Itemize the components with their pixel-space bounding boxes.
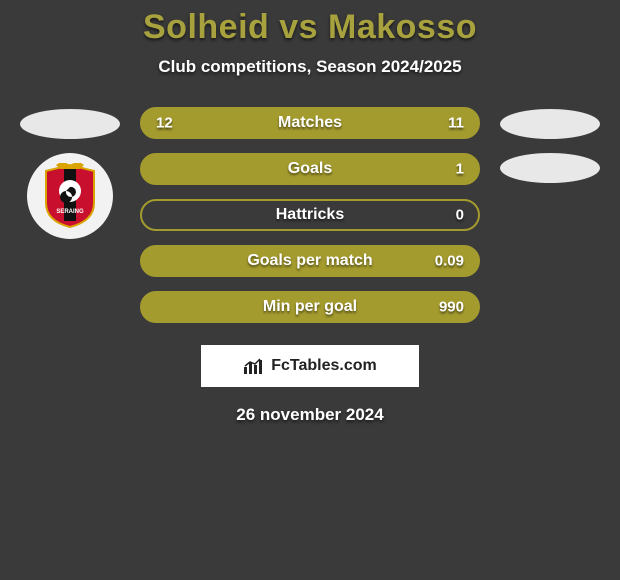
stat-value-right: 1: [456, 161, 464, 178]
stat-label: Min per goal: [263, 298, 357, 316]
page-title: Solheid vs Makosso: [143, 8, 477, 47]
stat-label: Matches: [278, 114, 342, 132]
left-player-col: SERAING: [20, 107, 120, 239]
brand-text: FcTables.com: [271, 357, 377, 375]
subtitle: Club competitions, Season 2024/2025: [158, 57, 461, 77]
svg-text:SERAING: SERAING: [56, 209, 84, 215]
shield-icon: SERAING: [42, 163, 98, 229]
player-oval-left: [20, 109, 120, 139]
stat-value-right: 0.09: [435, 253, 464, 270]
stat-label: Goals per match: [247, 252, 372, 270]
date-text: 26 november 2024: [236, 405, 383, 425]
stat-label: Hattricks: [276, 206, 344, 224]
player-oval-right-2: [500, 153, 600, 183]
club-badge-left: SERAING: [27, 153, 113, 239]
stat-label: Goals: [288, 160, 332, 178]
content-row: SERAING Matches 12 11 Goals 1 Hattricks 0 Goals…: [0, 107, 620, 323]
stat-value-left: 12: [156, 115, 173, 132]
player-oval-right-1: [500, 109, 600, 139]
comparison-card: Solheid vs Makosso Club competitions, Se…: [0, 0, 620, 425]
stat-bar: Min per goal 990: [140, 291, 480, 323]
stat-bar: Hattricks 0: [140, 199, 480, 231]
stats-column: Matches 12 11 Goals 1 Hattricks 0 Goals per mat…: [140, 107, 480, 323]
stat-value-right: 11: [448, 115, 464, 132]
stat-bar: Matches 12 11: [140, 107, 480, 139]
stat-bar: Goals per match 0.09: [140, 245, 480, 277]
right-player-col: [500, 107, 600, 183]
stat-bar: Goals 1: [140, 153, 480, 185]
brand-box: FcTables.com: [201, 345, 419, 387]
bars-icon: [243, 357, 265, 375]
stat-value-right: 990: [439, 299, 464, 316]
stat-value-right: 0: [456, 207, 464, 224]
